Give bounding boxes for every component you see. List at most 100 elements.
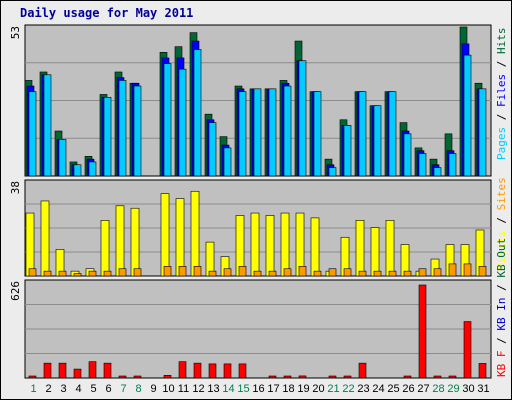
day-label: 29	[447, 383, 459, 395]
pages-bar	[238, 91, 247, 177]
pages-bar	[58, 139, 67, 177]
day-label: 1	[30, 383, 36, 395]
kb-f-bar	[478, 363, 487, 379]
kb-f-bar	[283, 375, 292, 379]
sites-bar	[178, 266, 187, 277]
kb-f-bar	[193, 362, 202, 379]
kb-f-bar	[43, 362, 52, 379]
sites-bar	[193, 266, 202, 277]
panel-1-max-label: 38	[9, 181, 22, 194]
kb-f-bar	[58, 362, 67, 379]
day-label: 10	[162, 383, 174, 395]
day-label: 28	[432, 383, 444, 395]
visits-bar	[370, 227, 380, 277]
day-label: 14	[222, 383, 234, 395]
sites-bar	[43, 270, 52, 277]
kb-f-bar	[208, 363, 217, 379]
panel-2-max-label: 626	[9, 281, 22, 301]
sites-bar	[433, 268, 442, 277]
pages-bar	[208, 122, 217, 177]
day-label: 5	[90, 383, 96, 395]
day-label: 31	[477, 383, 489, 395]
sites-bar	[313, 270, 322, 277]
kb-f-bar	[178, 361, 187, 379]
day-label: 27	[417, 383, 429, 395]
day-label: 11	[178, 383, 189, 395]
pages-bar	[88, 161, 97, 177]
label-separator: /	[495, 54, 508, 74]
day-label: 25	[387, 383, 399, 395]
pages-bar	[103, 96, 112, 177]
pages-bar	[463, 54, 472, 177]
day-label: 19	[297, 383, 309, 395]
pages-bar	[373, 105, 382, 177]
sites-bar	[328, 268, 337, 277]
pages-bar	[433, 167, 442, 177]
day-label: 18	[282, 383, 294, 395]
label-separator: /	[495, 210, 508, 230]
day-label: 13	[207, 383, 219, 395]
kb-f-bar	[73, 368, 82, 379]
sites-legend-label: Sites	[495, 177, 508, 210]
sites-bar	[163, 266, 172, 277]
sites-bar	[73, 273, 82, 277]
pages-bar	[163, 63, 172, 177]
hits-legend-label: Hits	[495, 28, 508, 55]
pages-bar	[298, 60, 307, 177]
day-label: 21	[327, 383, 339, 395]
pages-bar	[223, 147, 232, 177]
kb-f-bar	[328, 375, 337, 379]
pages-bar	[478, 88, 487, 177]
pages-bar	[403, 133, 412, 177]
pages-bar	[193, 49, 202, 177]
visits-bar	[190, 190, 200, 277]
kb-f-bar	[238, 363, 247, 379]
sites-bar	[208, 270, 217, 277]
visits-bar	[160, 193, 170, 277]
sites-bar	[103, 270, 112, 277]
pages-bar	[133, 85, 142, 177]
sites-bar	[358, 270, 367, 277]
kb-f-bar	[163, 375, 172, 379]
sites-bar	[298, 266, 307, 277]
sites-bar	[58, 270, 67, 277]
sites-bar	[478, 266, 487, 277]
kb-f-bar	[433, 375, 442, 379]
files-legend-label: Files	[495, 74, 508, 107]
panel-0-max-label: 53	[9, 26, 22, 39]
visits-bar	[115, 205, 125, 277]
sites-bar	[238, 266, 247, 277]
day-label: 9	[150, 383, 156, 395]
pages-bar	[43, 74, 52, 177]
day-label: 6	[105, 383, 111, 395]
series-label: KB F / KB In / KB Out	[495, 238, 508, 377]
sites-bar	[283, 268, 292, 277]
day-label: 17	[267, 383, 279, 395]
kb-f-bar	[298, 375, 307, 379]
day-label: 26	[402, 383, 414, 395]
pages-bar	[448, 153, 457, 177]
pages-bar	[178, 68, 187, 177]
day-label: 3	[60, 383, 66, 395]
pages-bar	[268, 88, 277, 177]
series-label: Visits / Sites	[495, 177, 508, 270]
day-label: 12	[192, 383, 204, 395]
kb-f-bar	[28, 375, 37, 379]
visits-bar	[175, 198, 185, 277]
pages-bar	[28, 91, 37, 177]
pages-bar	[328, 167, 337, 177]
sites-bar	[463, 263, 472, 277]
kb-out-legend-label: KB Out	[495, 238, 508, 278]
visits-bar	[100, 220, 110, 277]
sites-bar	[373, 270, 382, 277]
visits-bar	[130, 207, 140, 277]
pages-bar	[388, 91, 397, 177]
kb-f-bar	[223, 363, 232, 379]
visits-bar	[310, 217, 320, 277]
label-separator: /	[495, 278, 508, 298]
kb-in-legend-label: KB In	[495, 298, 508, 331]
visits-bar	[265, 215, 275, 277]
kb-f-bar	[463, 321, 472, 379]
sites-bar	[448, 263, 457, 277]
sites-bar	[388, 270, 397, 277]
